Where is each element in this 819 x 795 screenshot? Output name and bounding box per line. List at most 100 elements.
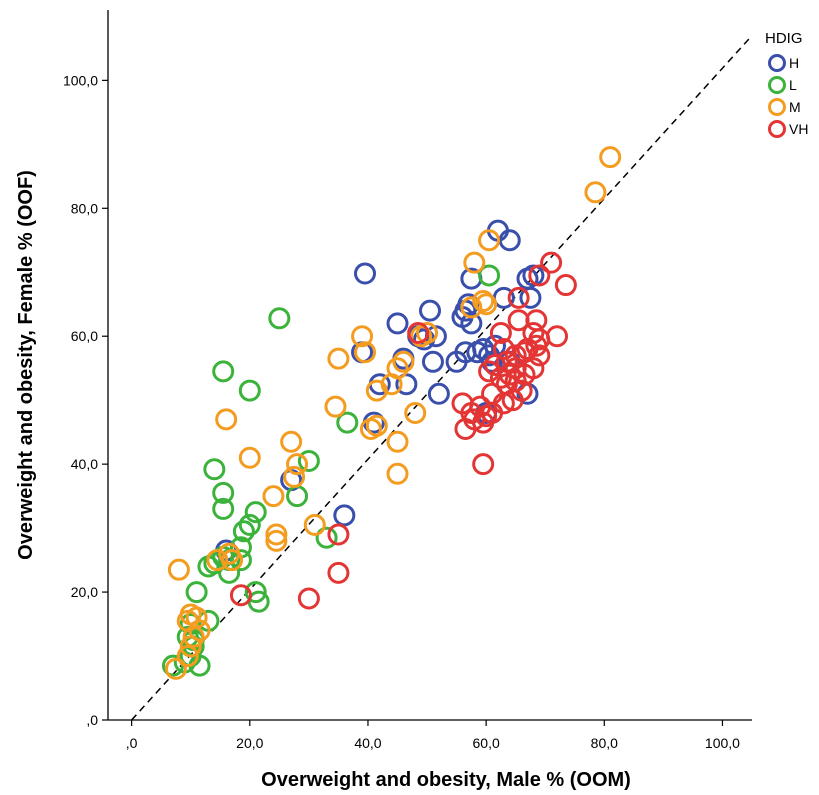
point-m bbox=[176, 645, 199, 668]
point-vh bbox=[327, 523, 350, 546]
y-tick-label: 40,0 bbox=[71, 456, 98, 472]
point-m bbox=[283, 465, 306, 488]
point-m bbox=[584, 181, 607, 204]
point-l bbox=[297, 449, 320, 472]
point-vh bbox=[554, 274, 577, 297]
point-vh bbox=[472, 453, 495, 476]
point-m bbox=[599, 146, 622, 169]
point-m bbox=[303, 513, 326, 536]
point-m bbox=[478, 229, 501, 252]
legend-marker-l bbox=[768, 76, 786, 94]
x-tick-label: ,0 bbox=[126, 735, 138, 751]
point-m bbox=[182, 625, 205, 648]
axes bbox=[107, 10, 752, 721]
point-m bbox=[324, 395, 347, 418]
point-h bbox=[419, 299, 441, 322]
legend-marker-vh bbox=[768, 120, 786, 138]
y-tick-label: 20,0 bbox=[71, 584, 98, 600]
point-l bbox=[478, 264, 501, 287]
point-vh bbox=[489, 322, 512, 345]
point-m bbox=[386, 430, 409, 453]
y-tick-label: 100,0 bbox=[63, 72, 98, 88]
point-vh bbox=[546, 325, 569, 348]
x-tick-label: 40,0 bbox=[354, 735, 381, 751]
point-m bbox=[365, 414, 388, 437]
legend-label-vh: VH bbox=[789, 121, 808, 137]
point-m bbox=[354, 341, 377, 364]
point-m bbox=[460, 296, 483, 319]
point-l bbox=[286, 485, 309, 508]
point-m bbox=[238, 446, 261, 469]
y-axis-title: Overweight and obesity, Female % (OOF) bbox=[15, 170, 37, 560]
point-l bbox=[203, 458, 226, 481]
ticks: ,0 ,0 20,0 20,0 40,0 40,0 60,0 60,0 80,0 80,0 100,… bbox=[63, 72, 740, 751]
point-m bbox=[351, 325, 374, 348]
point-vh bbox=[407, 322, 430, 345]
point-vh bbox=[229, 584, 252, 607]
x-tick-label: 100,0 bbox=[705, 735, 740, 751]
point-vh bbox=[327, 561, 350, 584]
point-l bbox=[244, 581, 267, 604]
point-vh bbox=[454, 417, 477, 440]
point-h bbox=[386, 312, 409, 335]
point-m bbox=[475, 293, 498, 316]
point-l bbox=[336, 411, 359, 434]
point-h bbox=[354, 262, 377, 285]
point-m bbox=[392, 350, 415, 373]
point-h bbox=[498, 229, 521, 252]
point-m bbox=[167, 558, 190, 581]
point-vh bbox=[528, 264, 551, 287]
y-tick-label: 60,0 bbox=[71, 328, 98, 344]
x-tick-label: 20,0 bbox=[236, 735, 263, 751]
point-vh bbox=[507, 309, 530, 332]
point-h bbox=[421, 350, 444, 373]
point-m bbox=[472, 290, 495, 313]
point-m bbox=[327, 347, 350, 370]
point-h bbox=[333, 504, 356, 527]
x-tick-label: 80,0 bbox=[591, 735, 618, 751]
point-vh bbox=[297, 587, 320, 610]
point-m bbox=[280, 430, 303, 453]
point-l bbox=[212, 481, 235, 504]
point-h bbox=[427, 382, 450, 405]
point-m bbox=[365, 379, 388, 402]
point-vh bbox=[478, 360, 501, 383]
point-m bbox=[164, 657, 187, 680]
point-l bbox=[229, 549, 252, 572]
legend-title: HDIG bbox=[765, 30, 803, 47]
point-m bbox=[262, 485, 285, 508]
point-vh bbox=[525, 309, 548, 332]
point-m bbox=[179, 635, 202, 658]
point-l bbox=[185, 581, 208, 604]
point-vh bbox=[507, 286, 530, 309]
point-h bbox=[460, 312, 483, 335]
legend-label-l: L bbox=[789, 77, 797, 93]
legend-label-h: H bbox=[789, 55, 799, 71]
y-tick-label: ,0 bbox=[86, 712, 98, 728]
legend-label-m: M bbox=[789, 99, 801, 115]
point-m bbox=[404, 401, 427, 424]
point-vh bbox=[540, 251, 563, 274]
point-m bbox=[265, 523, 288, 546]
point-m bbox=[463, 251, 486, 274]
reference-line bbox=[131, 35, 753, 721]
point-m bbox=[286, 453, 309, 476]
point-m bbox=[215, 408, 238, 431]
legend: HDIG HLM VH bbox=[765, 30, 808, 138]
point-h bbox=[519, 286, 542, 309]
point-l bbox=[238, 379, 261, 402]
point-l bbox=[212, 360, 235, 383]
point-m bbox=[221, 549, 244, 572]
point-l bbox=[238, 513, 261, 536]
x-axis-title: Overweight and obesity, Male % (OOM) bbox=[261, 769, 631, 791]
point-h bbox=[522, 264, 545, 287]
point-l bbox=[315, 526, 338, 549]
point-m bbox=[386, 462, 409, 485]
point-h bbox=[445, 350, 468, 373]
legend-marker-m bbox=[768, 98, 786, 116]
point-l bbox=[232, 520, 255, 543]
point-l bbox=[244, 501, 267, 524]
point-m bbox=[416, 322, 439, 345]
data-points bbox=[161, 146, 622, 680]
point-vh bbox=[525, 334, 548, 357]
